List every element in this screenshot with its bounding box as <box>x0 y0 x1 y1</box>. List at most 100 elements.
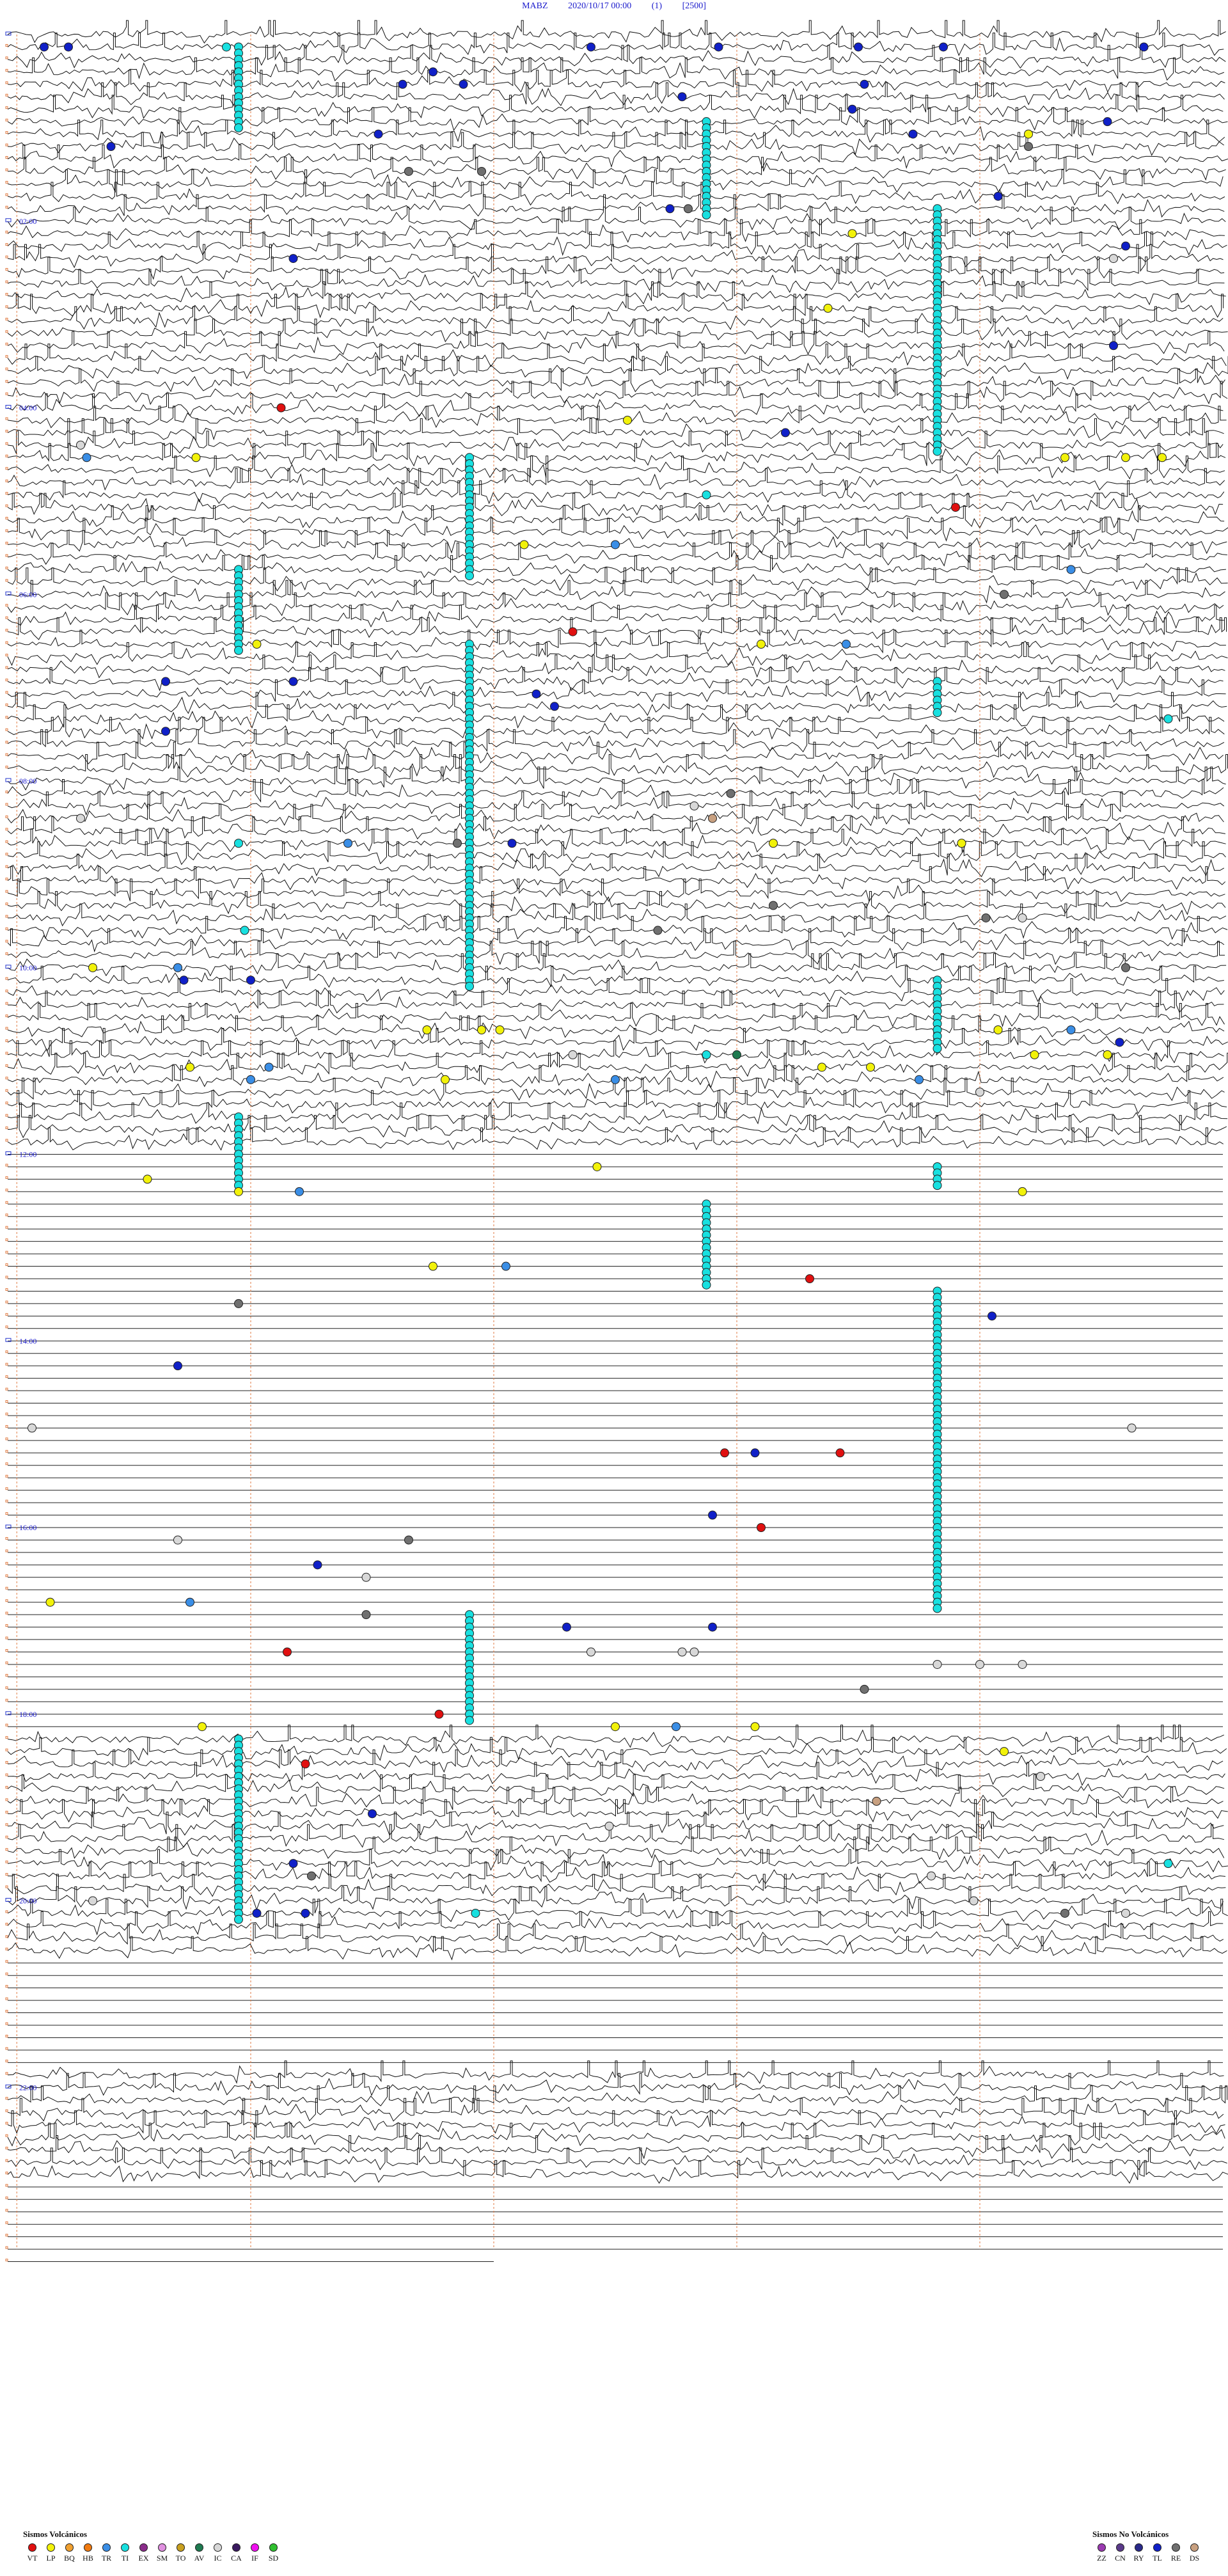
trace-lines <box>7 20 1228 2263</box>
row-marker <box>5 1387 8 1391</box>
legend-code: CN <box>1115 2554 1126 2563</box>
trace-line <box>7 667 1224 691</box>
trace-line <box>7 1799 1228 1822</box>
row-marker <box>5 1176 8 1179</box>
row-marker <box>5 616 8 619</box>
row-marker <box>5 1910 8 1913</box>
row-marker <box>5 1810 8 1813</box>
row-marker <box>5 168 8 171</box>
event-lp <box>519 540 529 549</box>
event-lp <box>45 1597 55 1607</box>
trace-line <box>7 779 1224 803</box>
trace-line <box>7 567 1228 592</box>
event-vt <box>835 1448 845 1458</box>
legend-code: VT <box>27 2554 38 2563</box>
time-label: 12:00 <box>19 1150 36 1159</box>
legend-swatch <box>177 2543 185 2552</box>
event-vt <box>283 1647 292 1657</box>
row-marker <box>5 1586 8 1590</box>
trace-line <box>7 2098 1224 2122</box>
legend-code: RE <box>1170 2554 1181 2563</box>
legend-swatch <box>84 2543 92 2552</box>
row-marker <box>5 1785 8 1789</box>
legend-item-hb: HB <box>79 2543 97 2563</box>
event-tl <box>939 42 948 52</box>
event-tl <box>301 1908 310 1918</box>
row-marker <box>5 1661 8 1664</box>
event-tl <box>908 129 918 139</box>
event-ic <box>933 1659 942 1669</box>
event-tl <box>708 1622 717 1632</box>
row-marker <box>5 1711 12 1716</box>
trace-line <box>7 468 1225 491</box>
event-ic <box>76 440 85 450</box>
event-tl <box>40 42 49 52</box>
row-marker <box>5 1686 8 1689</box>
row-marker <box>5 803 8 806</box>
event-lp <box>252 640 262 649</box>
event-ic <box>1127 1423 1137 1433</box>
event-tr <box>1066 1025 1076 1034</box>
row-marker <box>5 1985 8 1988</box>
trace-line <box>7 816 1225 841</box>
row-marker <box>5 1997 8 2000</box>
trace-line <box>7 1040 1224 1064</box>
row-marker <box>5 1860 8 1863</box>
trace-line <box>7 1936 1227 1961</box>
trace-line <box>7 803 1224 826</box>
row-marker <box>5 2097 8 2100</box>
event-tl <box>781 428 790 438</box>
legend-item-sm: SM <box>153 2543 171 2563</box>
legend-swatch <box>102 2543 111 2552</box>
station-name: MABZ <box>522 1 548 11</box>
event-lp <box>1024 129 1033 139</box>
trace-line <box>7 1874 1226 1897</box>
row-marker <box>5 1015 8 1018</box>
trace-line <box>7 1003 1225 1027</box>
time-label: 04:00 <box>19 404 36 413</box>
event-re <box>653 926 663 935</box>
trace-line <box>7 319 1228 343</box>
event-ti <box>471 1908 480 1918</box>
row-marker <box>5 243 8 246</box>
event-tl <box>288 254 298 264</box>
row-marker <box>5 965 12 969</box>
row-marker <box>5 1213 8 1217</box>
legend-item-sd: SD <box>264 2543 283 2563</box>
event-tr <box>842 640 851 649</box>
row-marker <box>5 1599 8 1602</box>
event-tl <box>179 976 189 985</box>
row-marker <box>5 1698 8 1702</box>
event-tl <box>665 204 675 214</box>
trace-line <box>7 480 1225 505</box>
trace-line <box>7 604 1224 629</box>
trace-line <box>7 679 1226 703</box>
event-tl <box>64 42 73 52</box>
row-marker <box>5 2034 8 2037</box>
row-marker <box>5 1873 8 1876</box>
event-tr <box>264 1063 274 1072</box>
event-lp <box>611 1722 620 1732</box>
row-marker <box>5 1126 8 1130</box>
row-marker <box>5 778 12 782</box>
legend-volcanic: Sismos Volcánicos VT LP BQ HB TR TI EX SM TO AV IC… <box>23 2529 283 2563</box>
event-vt <box>757 1523 766 1532</box>
row-marker <box>5 1624 8 1627</box>
row-marker <box>5 1673 8 1677</box>
row-marker <box>5 1574 8 1577</box>
event-lp <box>185 1063 194 1072</box>
event-tl <box>246 976 255 985</box>
legend-item-re: RE <box>1167 2543 1185 2563</box>
event-ti <box>234 645 243 655</box>
row-marker <box>5 1338 12 1342</box>
trace-line <box>7 953 1227 977</box>
row-marker <box>5 442 8 445</box>
event-vt <box>276 403 286 413</box>
row-marker <box>5 903 8 905</box>
row-marker <box>5 641 8 644</box>
row-marker <box>5 255 8 258</box>
event-ti <box>933 1044 942 1054</box>
event-ti <box>933 1181 942 1190</box>
trace-line <box>7 145 1228 170</box>
